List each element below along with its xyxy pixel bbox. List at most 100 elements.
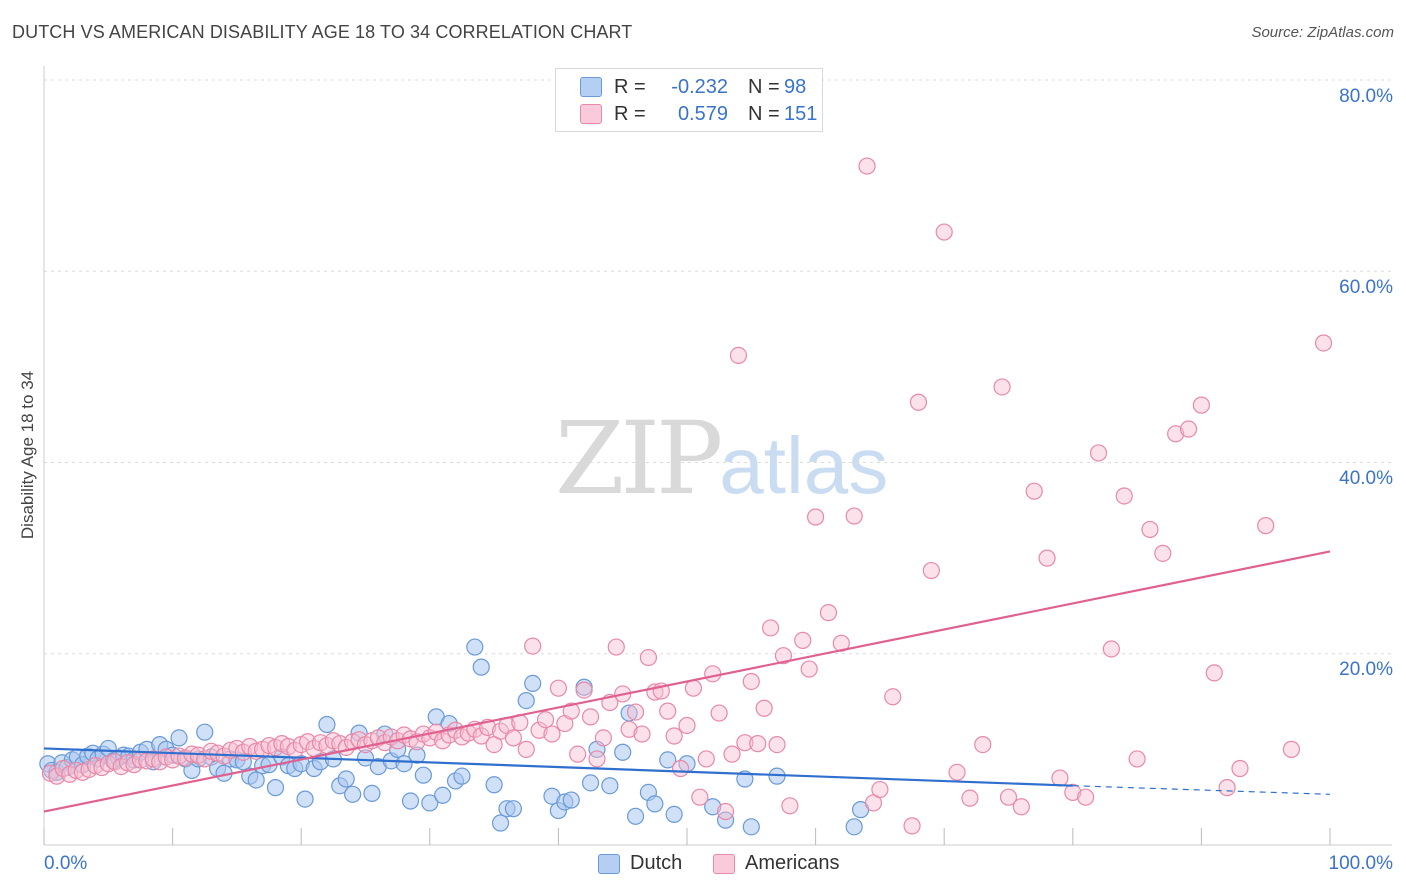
americans-point xyxy=(1051,769,1069,787)
americans-point xyxy=(781,797,799,815)
americans-point xyxy=(749,735,767,753)
dutch-point xyxy=(485,776,503,794)
y-tick-label: 60.0% xyxy=(1339,277,1393,298)
americans-point xyxy=(922,561,940,580)
americans-point xyxy=(858,157,876,175)
n-value: 151 xyxy=(784,102,818,125)
dutch-point xyxy=(337,770,355,788)
americans-point xyxy=(99,755,117,773)
n-label: N = xyxy=(748,102,780,125)
americans-point xyxy=(633,725,651,743)
americans-point xyxy=(434,732,452,750)
dutch-point xyxy=(395,755,413,773)
dutch-point xyxy=(453,767,471,785)
americans-legend-swatch xyxy=(713,853,735,874)
americans-point xyxy=(961,789,979,807)
americans-point xyxy=(1012,798,1030,816)
legend-row-americans: R = 0.579 N = 151 xyxy=(580,101,824,127)
americans-point xyxy=(697,750,715,768)
americans-point xyxy=(54,759,72,778)
n-value: 98 xyxy=(784,75,807,98)
americans-point xyxy=(530,721,548,739)
americans-point xyxy=(86,757,105,775)
dutch-point xyxy=(646,795,664,813)
americans-swatch xyxy=(580,104,602,124)
y-axis-label: Disability Age 18 to 34 xyxy=(18,370,37,540)
dutch-point xyxy=(704,798,722,816)
americans-point xyxy=(1192,396,1211,414)
dutch-point xyxy=(356,749,375,767)
americans-point xyxy=(543,725,561,743)
dutch-point xyxy=(562,791,580,809)
americans-point xyxy=(562,702,580,720)
dutch-point xyxy=(414,766,432,784)
americans-point xyxy=(671,759,690,778)
stats-legend: R = -0.232 N = 98 R = 0.579 N = 151 xyxy=(555,68,823,132)
dutch-point xyxy=(659,751,677,769)
r-label: R = xyxy=(614,102,646,125)
americans-point xyxy=(1102,640,1120,658)
dutch-point xyxy=(196,723,214,741)
americans-point xyxy=(1115,487,1133,505)
americans-point xyxy=(536,711,555,729)
r-value: 0.579 xyxy=(677,102,728,125)
americans-point xyxy=(774,647,793,665)
americans-point xyxy=(999,788,1018,806)
americans-point xyxy=(678,716,696,735)
americans-point xyxy=(517,740,535,758)
americans-point xyxy=(723,745,741,763)
americans-point xyxy=(710,704,728,722)
watermark-zip: ZIP xyxy=(555,400,723,517)
chart-title: DUTCH VS AMERICAN DISABILITY AGE 18 TO 3… xyxy=(12,22,633,42)
americans-point xyxy=(260,736,278,755)
dutch-point xyxy=(504,800,522,818)
americans-point xyxy=(1167,425,1185,443)
americans-point xyxy=(761,619,780,637)
n-label: N = xyxy=(748,75,780,98)
dutch-point xyxy=(524,674,542,692)
americans-point xyxy=(1282,740,1301,758)
r-value: -0.232 xyxy=(671,75,728,98)
dutch-point xyxy=(581,774,600,792)
americans-point xyxy=(716,802,735,821)
dutch-legend-label: Dutch xyxy=(630,852,683,874)
dutch-point xyxy=(434,786,452,804)
americans-point xyxy=(806,508,825,526)
americans-points xyxy=(41,157,1333,835)
dutch-point xyxy=(517,692,535,710)
americans-point xyxy=(1141,520,1159,539)
y-tick-label: 40.0% xyxy=(1339,468,1393,489)
series-legend: Dutch Americans xyxy=(0,852,1406,878)
americans-point xyxy=(1314,334,1333,352)
americans-point xyxy=(659,702,677,720)
americans-point xyxy=(1154,544,1172,562)
americans-point xyxy=(1218,779,1236,797)
dutch-swatch xyxy=(580,77,602,97)
americans-point xyxy=(1025,482,1043,500)
americans-point xyxy=(504,729,522,747)
americans-point xyxy=(588,750,606,768)
dutch-point xyxy=(742,818,760,836)
dutch-point xyxy=(401,792,420,810)
americans-point xyxy=(948,763,966,781)
americans-point xyxy=(871,780,889,799)
legend-item-americans[interactable]: Americans xyxy=(713,852,839,875)
dutch-point xyxy=(247,771,265,789)
americans-point xyxy=(607,638,625,656)
legend-item-dutch[interactable]: Dutch xyxy=(598,852,682,875)
dutch-trend-line xyxy=(43,747,1073,787)
americans-point xyxy=(620,720,638,738)
americans-point xyxy=(472,727,490,745)
americans-point xyxy=(594,729,613,747)
americans-point xyxy=(691,788,709,806)
dutch-point xyxy=(614,743,632,761)
americans-point xyxy=(974,735,992,754)
dutch-point xyxy=(421,794,439,812)
americans-point xyxy=(909,393,928,411)
dutch-point xyxy=(363,784,381,802)
americans-point xyxy=(569,745,587,763)
y-tick-label: 80.0% xyxy=(1339,86,1393,107)
dutch-point xyxy=(472,658,490,676)
americans-point xyxy=(903,817,921,835)
dutch-point xyxy=(626,807,645,825)
